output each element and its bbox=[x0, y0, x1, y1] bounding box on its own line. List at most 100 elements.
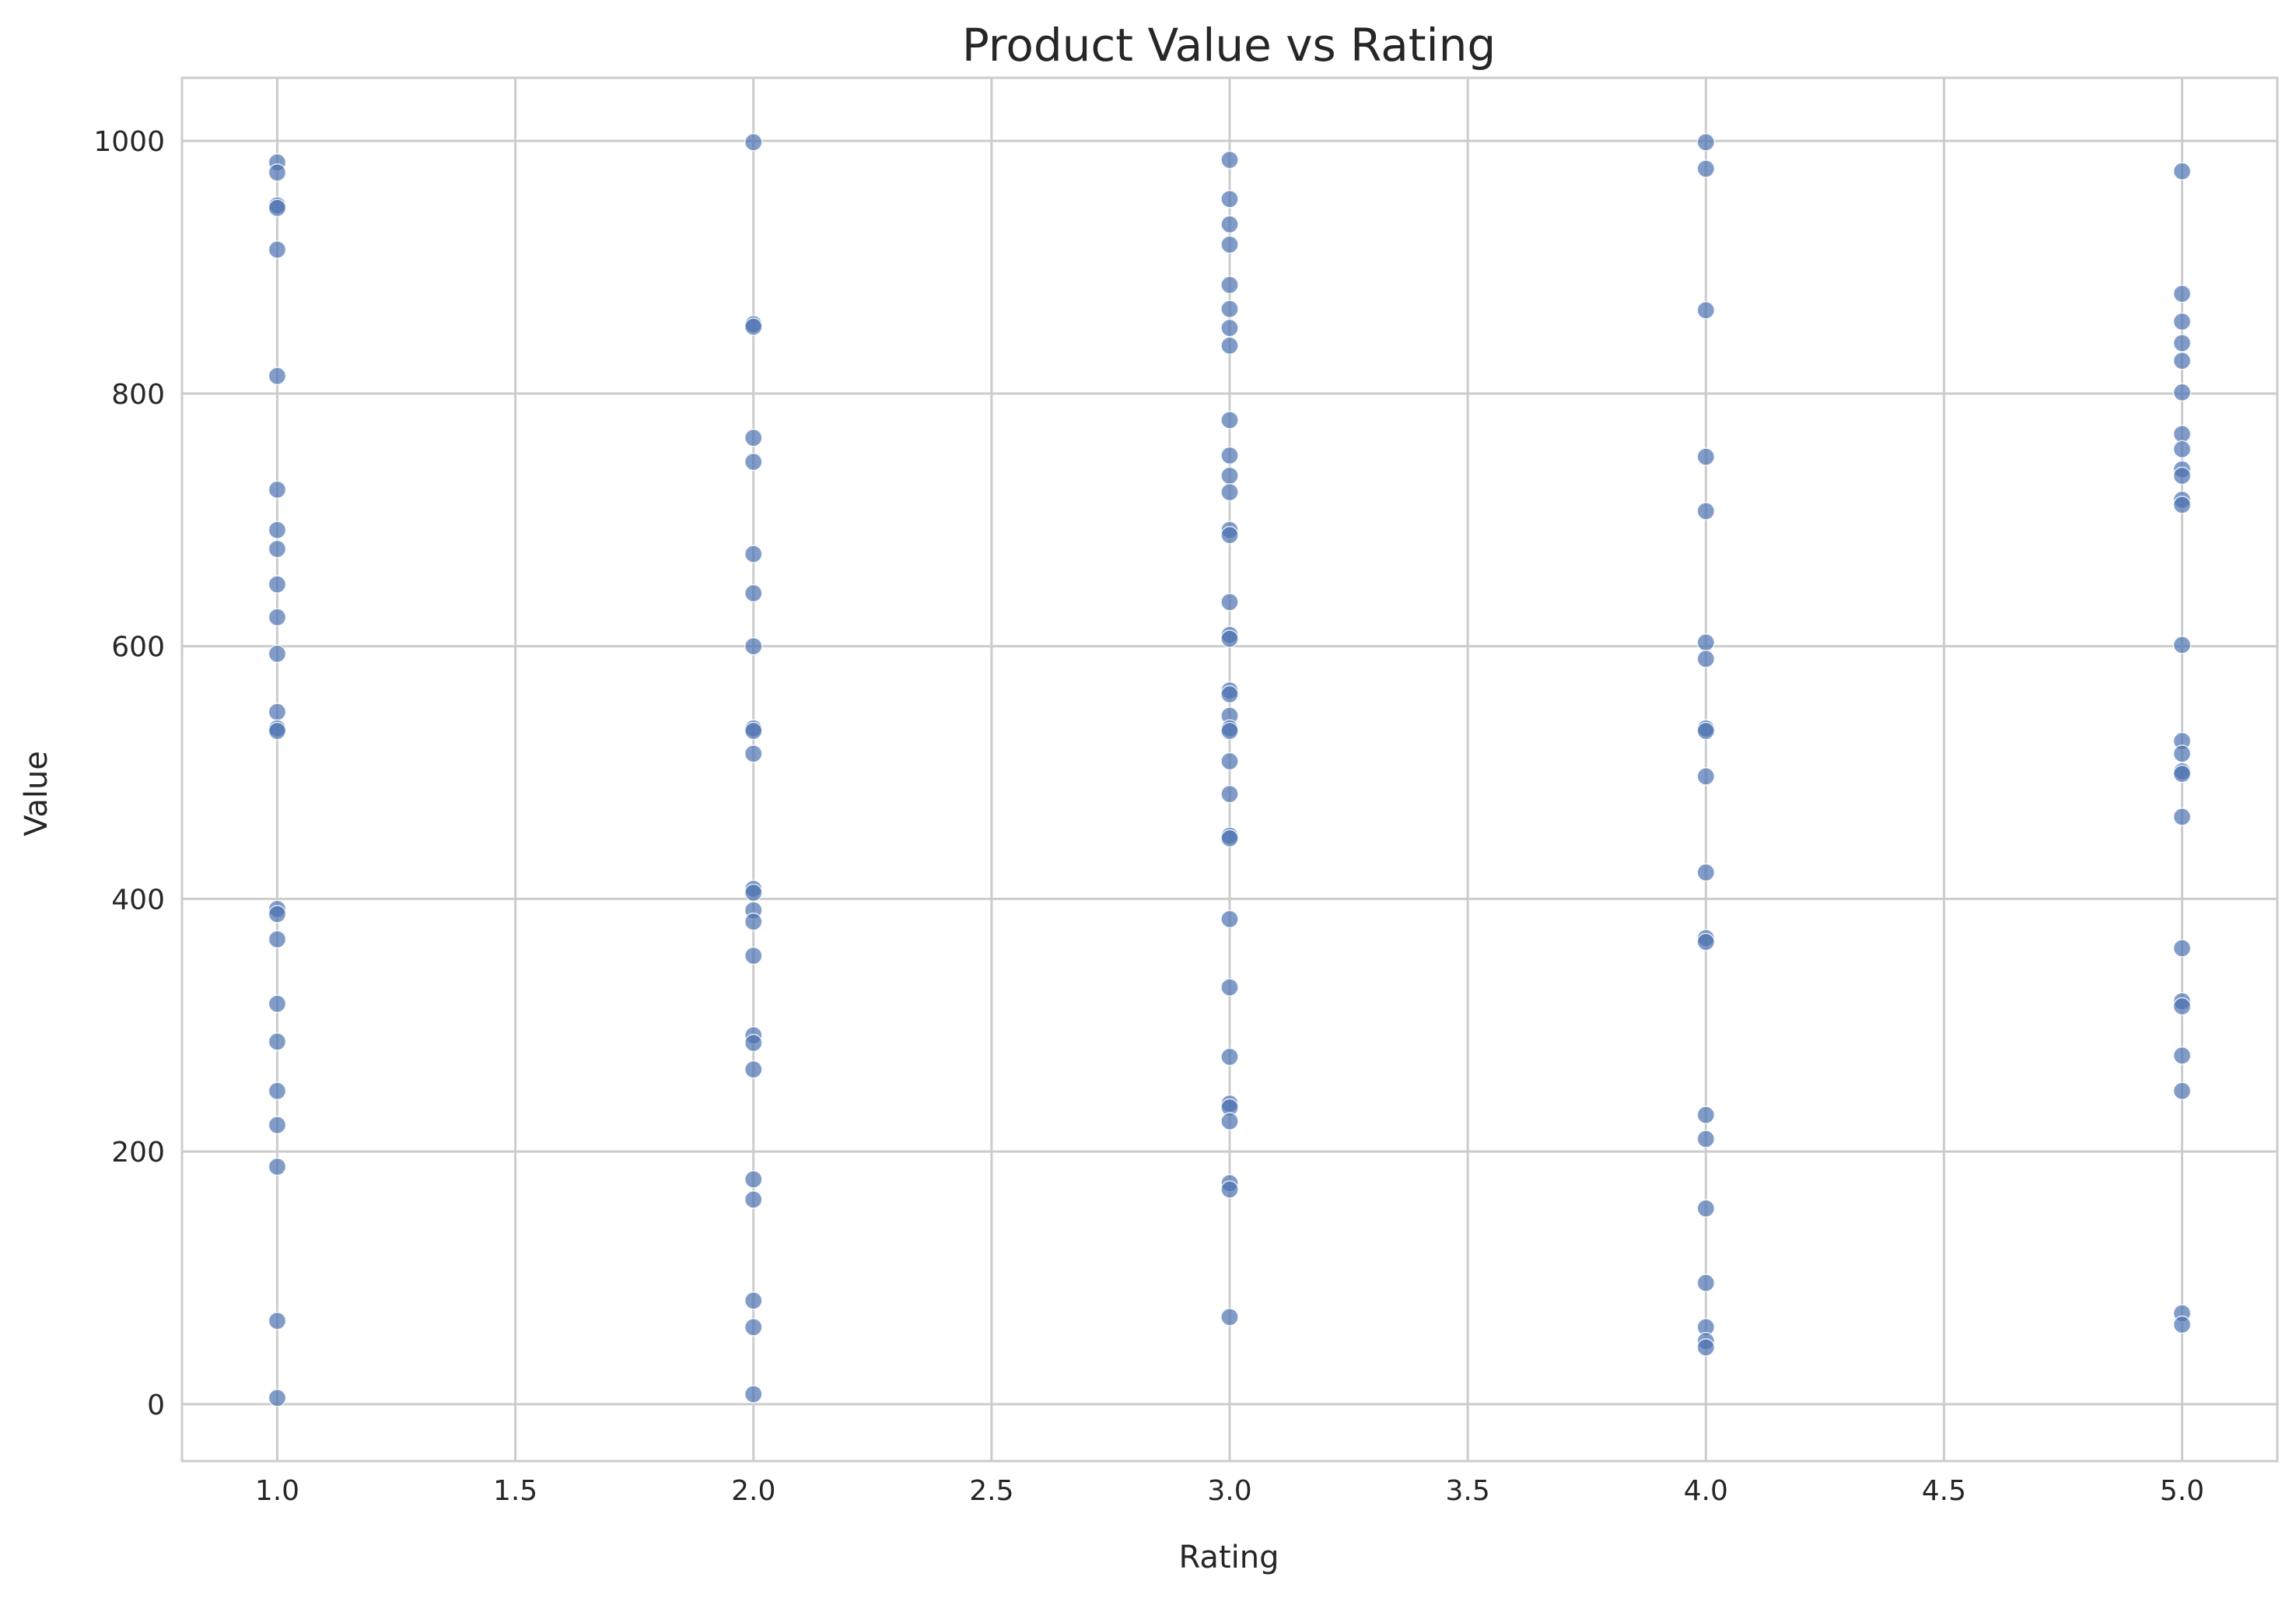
scatter-point bbox=[2172, 744, 2192, 763]
scatter-point bbox=[1696, 1199, 1716, 1218]
scatter-point bbox=[1696, 502, 1716, 520]
scatter-point bbox=[2172, 1315, 2192, 1334]
scatter-point bbox=[268, 721, 287, 741]
scatter-point bbox=[268, 1081, 287, 1100]
scatter-point bbox=[2172, 425, 2192, 443]
scatter-point bbox=[1220, 752, 1239, 771]
scatter-point bbox=[1220, 275, 1239, 295]
scatter-point bbox=[1220, 1112, 1239, 1130]
y-tick-label: 200 bbox=[111, 1137, 165, 1169]
scatter-point bbox=[1696, 721, 1716, 741]
scatter-point bbox=[1220, 446, 1239, 465]
y-tick-label: 1000 bbox=[93, 126, 165, 158]
scatter-point bbox=[1220, 215, 1239, 234]
scatter-point bbox=[744, 133, 763, 152]
scatter-point bbox=[268, 575, 287, 594]
scatter-point bbox=[1696, 447, 1716, 466]
y-tick-labels: 0 200 400 600 800 1000 bbox=[93, 126, 165, 1421]
scatter-point bbox=[2172, 939, 2192, 958]
x-tick-label: 5.0 bbox=[2160, 1475, 2204, 1507]
scatter-point bbox=[1220, 629, 1239, 648]
scatter-point bbox=[268, 905, 287, 923]
scatter-point bbox=[2172, 466, 2192, 485]
scatter-point bbox=[2172, 997, 2192, 1016]
scatter-point bbox=[268, 240, 287, 259]
scatter-point bbox=[2172, 636, 2192, 654]
x-tick-label: 4.0 bbox=[1684, 1475, 1728, 1507]
scatter-point bbox=[268, 1389, 287, 1407]
scatter-point bbox=[1696, 301, 1716, 320]
scatter-point bbox=[1696, 650, 1716, 668]
scatter-point bbox=[1220, 721, 1239, 741]
scatter-point bbox=[744, 452, 763, 471]
scatter-point bbox=[1696, 932, 1716, 951]
scatter-point bbox=[744, 583, 763, 603]
scatter-point bbox=[744, 721, 763, 741]
x-tick-label: 2.5 bbox=[969, 1475, 1013, 1507]
scatter-point bbox=[1220, 829, 1239, 848]
scatter-point bbox=[744, 946, 763, 965]
scatter-point bbox=[268, 994, 287, 1013]
scatter-point bbox=[268, 1032, 287, 1051]
scatter-point bbox=[1696, 1130, 1716, 1148]
scatter-point bbox=[2172, 334, 2192, 352]
scatter-point bbox=[268, 480, 287, 499]
x-tick-label: 3.5 bbox=[1446, 1475, 1490, 1507]
scatter-point bbox=[1220, 526, 1239, 545]
scatter-point bbox=[744, 883, 763, 902]
y-axis-label: Value bbox=[19, 751, 54, 836]
scatter-point bbox=[268, 520, 287, 540]
scatter-point bbox=[2172, 351, 2192, 370]
scatter-point bbox=[1220, 466, 1239, 485]
scatter-point bbox=[268, 539, 287, 559]
scatter-point bbox=[1220, 482, 1239, 502]
scatter-point bbox=[1220, 978, 1239, 997]
scatter-point bbox=[744, 744, 763, 763]
scatter-point bbox=[268, 1157, 287, 1176]
scatter-point bbox=[1696, 767, 1716, 786]
scatter-point bbox=[268, 1312, 287, 1330]
x-tick-label: 1.0 bbox=[255, 1475, 299, 1507]
scatter-point bbox=[1220, 909, 1239, 929]
scatter-point bbox=[1696, 159, 1716, 178]
scatter-point bbox=[268, 366, 287, 385]
y-tick-label: 400 bbox=[111, 884, 165, 916]
x-tick-label: 4.5 bbox=[1922, 1475, 1966, 1507]
scatter-point bbox=[1220, 150, 1239, 170]
scatter-point bbox=[1220, 1047, 1239, 1067]
scatter-point bbox=[2172, 312, 2192, 331]
scatter-point bbox=[744, 1060, 763, 1079]
scatter-point bbox=[1696, 133, 1716, 152]
scatter-point bbox=[1220, 300, 1239, 318]
scatter-point bbox=[2172, 162, 2192, 180]
scatter-point bbox=[2172, 764, 2192, 783]
scatter-point bbox=[744, 1170, 763, 1189]
scatter-point bbox=[1220, 235, 1239, 254]
y-tick-label: 0 bbox=[147, 1389, 165, 1421]
scatter-point bbox=[268, 198, 287, 217]
scatter-point bbox=[744, 1385, 763, 1404]
scatter-point bbox=[268, 163, 287, 182]
scatter-point bbox=[1220, 411, 1239, 429]
scatter-point bbox=[744, 1190, 763, 1209]
x-axis-label: Rating bbox=[1179, 1540, 1279, 1575]
scatter-point bbox=[1220, 336, 1239, 355]
scatter-point bbox=[744, 545, 763, 563]
scatter-point bbox=[268, 1116, 287, 1134]
scatter-point bbox=[2172, 496, 2192, 514]
scatter-point bbox=[268, 930, 287, 949]
scatter-point bbox=[744, 912, 763, 931]
scatter-point bbox=[1220, 593, 1239, 612]
scatter-point bbox=[744, 317, 763, 336]
scatter-point bbox=[1220, 784, 1239, 804]
scatter-point bbox=[744, 1318, 763, 1337]
scatter-point bbox=[1696, 1106, 1716, 1124]
scatter-point bbox=[1696, 1274, 1716, 1292]
scatter-point bbox=[1220, 190, 1239, 209]
scatter-point bbox=[1696, 633, 1716, 652]
scatter-point bbox=[2172, 440, 2192, 459]
scatter-point bbox=[744, 429, 763, 447]
scatter-point bbox=[1220, 1308, 1239, 1326]
